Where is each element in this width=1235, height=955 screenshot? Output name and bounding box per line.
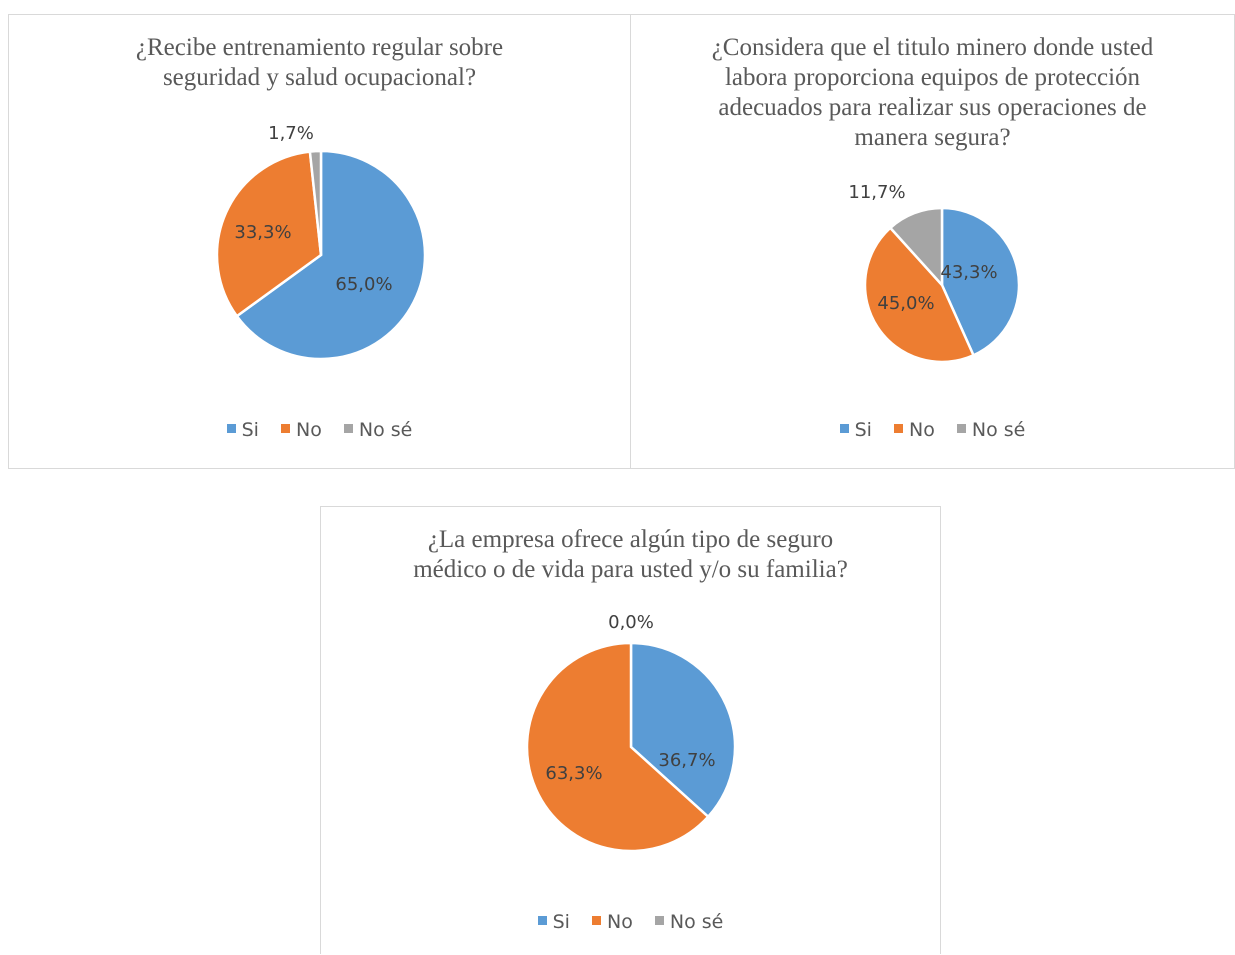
legend-swatch-no (592, 916, 602, 925)
legend-label-no-se: No sé (669, 911, 724, 933)
data-label-no: 45,0% (877, 293, 934, 314)
data-label-no-se: 0,0% (608, 612, 654, 633)
legend-label-no-se: No sé (358, 419, 413, 441)
pie-slice-si (235, 149, 427, 361)
chart-title-3: ¿La empresa ofrece algún tipo de seguro … (321, 525, 940, 585)
pie-slice-no (525, 641, 710, 853)
legend-label-si: Si (241, 419, 259, 441)
data-label-si: 43,3% (940, 262, 997, 283)
pie-slice-no (863, 226, 976, 364)
legend-item-no: No (592, 911, 633, 933)
legend-swatch-no (281, 424, 291, 433)
chart-legend-1: Si No No sé (9, 419, 630, 441)
chart-title-2-line-2: labora proporciona equipos de protección (724, 64, 1141, 91)
chart-title-1: ¿Recibe entrenamiento regular sobre segu… (9, 33, 630, 93)
chart-panel-1: ¿Recibe entrenamiento regular sobre segu… (8, 14, 631, 469)
legend-item-si: Si (839, 419, 872, 441)
pie-slice-no-se (308, 149, 323, 256)
legend-label-no: No (296, 419, 322, 441)
data-label-no-se: 1,7% (268, 123, 314, 144)
data-label-no: 33,3% (234, 222, 291, 243)
chart-legend-2: Si No No sé (631, 419, 1234, 441)
legend-label-si: Si (854, 419, 872, 441)
chart-title-2-line-1: ¿Considera que el titulo minero donde us… (711, 34, 1154, 61)
chart-title-2-line-4: manera segura? (854, 124, 1011, 151)
pie-chart-3: 36,7% 63,3% 0,0% (525, 612, 737, 853)
legend-item-no-se: No sé (343, 419, 413, 441)
legend-item-no: No (894, 419, 935, 441)
legend-label-no: No (909, 419, 935, 441)
legend-swatch-no-se (343, 424, 353, 433)
legend-swatch-si (226, 424, 236, 433)
legend-swatch-no-se (956, 424, 966, 433)
legend-label-no: No (607, 911, 633, 933)
chart-title-3-line-2: médico o de vida para usted y/o su famil… (413, 556, 848, 583)
pie-slice-no-se (888, 206, 944, 289)
data-label-no: 63,3% (545, 763, 602, 784)
legend-swatch-no-se (654, 916, 664, 925)
legend-item-no-se: No sé (654, 911, 724, 933)
pie-slice-si (629, 641, 737, 819)
chart-panel-3: ¿La empresa ofrece algún tipo de seguro … (320, 506, 941, 954)
legend-item-no: No (281, 419, 322, 441)
pie-slice-si (940, 206, 1021, 357)
legend-swatch-si (839, 424, 849, 433)
chart-title-2: ¿Considera que el titulo minero donde us… (631, 33, 1234, 153)
legend-item-si: Si (226, 419, 259, 441)
chart-title-2-line-3: adecuados para realizar sus operaciones … (718, 94, 1147, 121)
data-label-si: 65,0% (335, 274, 392, 295)
chart-title-1-line-1: ¿Recibe entrenamiento regular sobre (135, 34, 504, 61)
chart-title-3-line-1: ¿La empresa ofrece algún tipo de seguro (427, 526, 834, 553)
legend-swatch-no (894, 424, 904, 433)
legend-item-no-se: No sé (956, 419, 1026, 441)
legend-label-no-se: No sé (971, 419, 1026, 441)
pie-slice-no (215, 150, 323, 318)
legend-item-si: Si (537, 911, 570, 933)
data-label-no-se: 11,7% (848, 182, 905, 203)
pie-chart-1: 65,0% 33,3% 1,7% (215, 123, 427, 361)
chart-panel-2: ¿Considera que el titulo minero donde us… (630, 14, 1235, 469)
pie-chart-2: 43,3% 45,0% 11,7% (848, 182, 1021, 364)
data-label-si: 36,7% (658, 750, 715, 771)
legend-label-si: Si (552, 911, 570, 933)
legend-swatch-si (537, 916, 547, 925)
chart-legend-3: Si No No sé (321, 911, 940, 933)
chart-title-1-line-2: seguridad y salud ocupacional? (162, 64, 477, 91)
